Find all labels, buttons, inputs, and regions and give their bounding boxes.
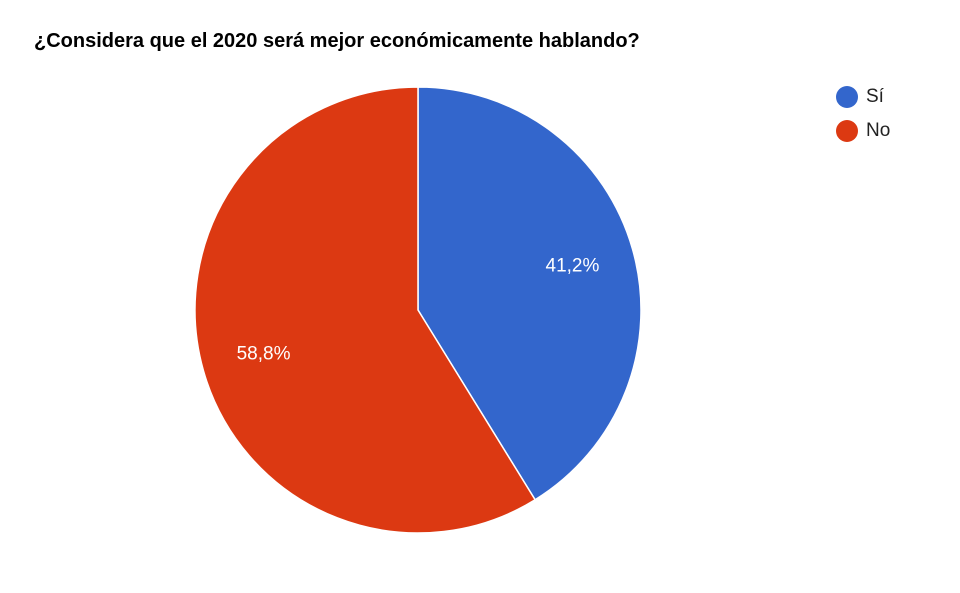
- legend-swatch-si: [836, 86, 858, 108]
- pie-label-no: 58,8%: [237, 343, 291, 364]
- pie-label-si: 41,2%: [546, 256, 600, 277]
- pie-slice-si[interactable]: [417, 86, 642, 501]
- legend-swatch-no: [836, 120, 858, 142]
- pie-slice-no[interactable]: [194, 86, 537, 534]
- chart-title: ¿Considera que el 2020 será mejor económ…: [34, 30, 640, 52]
- legend-label-si: Sí: [866, 86, 884, 107]
- legend-item-si[interactable]: Sí: [836, 86, 890, 108]
- legend: Sí No: [836, 86, 890, 154]
- legend-label-no: No: [866, 120, 891, 141]
- legend-item-no[interactable]: No: [836, 120, 890, 142]
